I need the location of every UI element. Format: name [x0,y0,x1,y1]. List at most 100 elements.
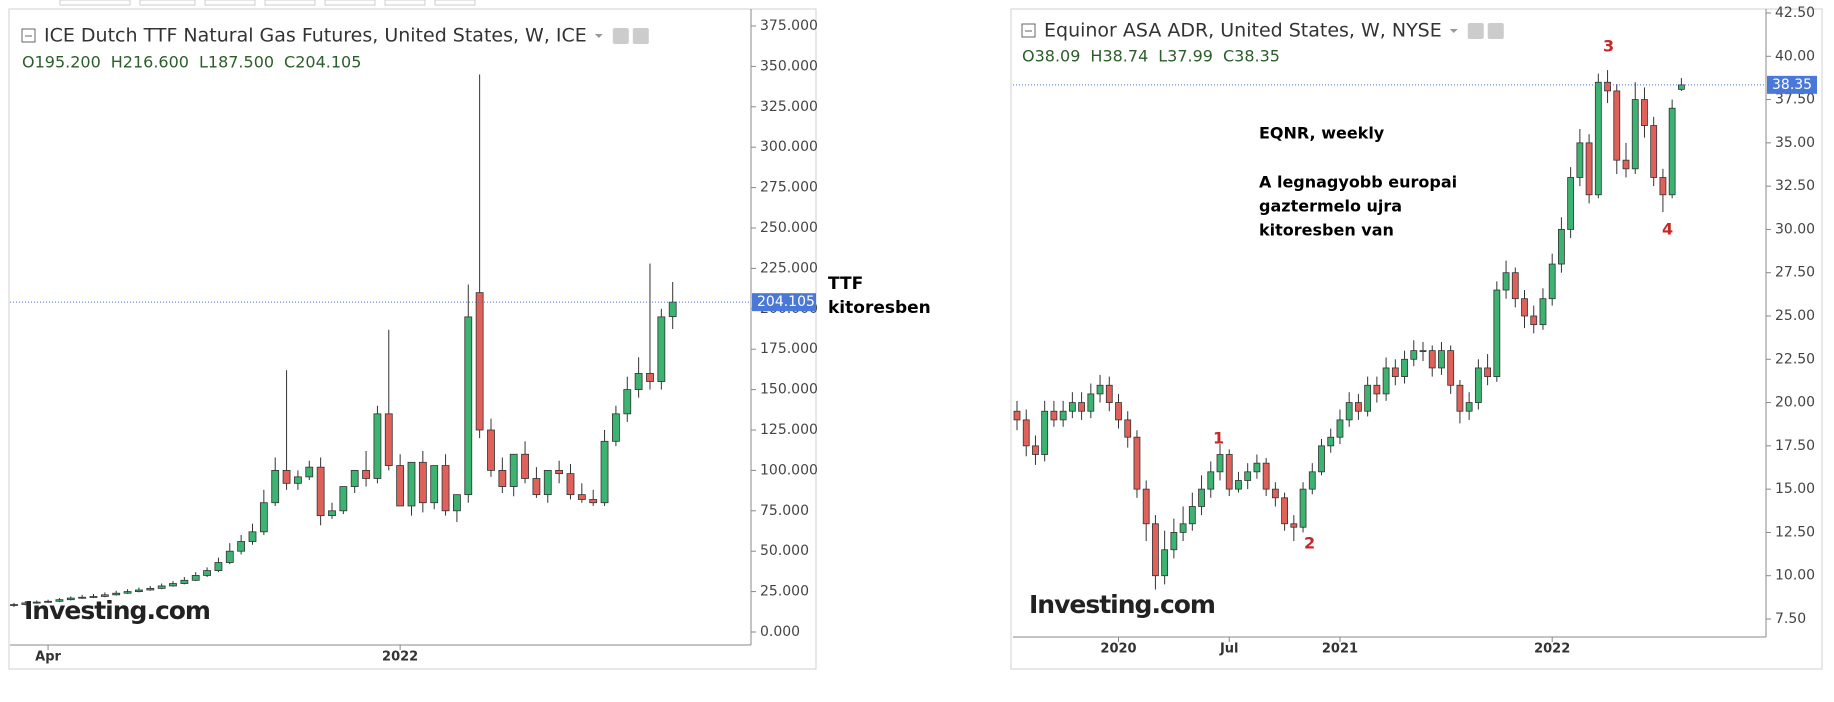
candle-body [339,486,348,512]
candle-body [1235,480,1242,490]
candle-body [1198,488,1205,507]
candle-body [1502,272,1510,291]
candle-body [1087,393,1095,412]
chart-title: Equinor ASA ADR, United States, W, NYSE [1044,20,1442,42]
last-price-label: 204.105 [757,294,815,310]
last-price-tag [1767,75,1817,94]
candle-body [441,465,450,512]
y-tick-label: 37.50 [1775,92,1815,108]
candle-body [1604,81,1611,92]
settings-icon [1467,23,1484,39]
y-tick-label: 35.00 [1775,135,1815,151]
candle-body [78,596,87,599]
candle-body [1281,497,1288,525]
candle-body [55,599,64,602]
candle-body [1207,471,1215,490]
candle-body [362,469,370,479]
candle-body [328,510,336,517]
candle-body [191,575,200,581]
candle-body [668,301,677,317]
candle-body [1668,107,1676,196]
candle-body [1539,298,1547,326]
candle-body [10,604,18,606]
annotation: kitoresben van [1259,221,1394,240]
annotation: 4 [1662,220,1673,239]
watermark: Investing.com [24,596,210,625]
candle-body [1428,350,1436,369]
candle-body [600,440,609,504]
toolbar [59,0,476,6]
annotation: 1 [1213,429,1224,448]
y-tick-label: 175.000 [760,341,818,357]
candle-body [44,600,52,603]
candle-body [1631,99,1639,170]
candle-body [1262,462,1270,490]
left-panel [8,8,817,670]
candle-body [1336,419,1344,438]
candle-body [430,465,439,504]
ohlc-legend: H216.600 [111,53,189,72]
candle-body [259,502,268,533]
y-tick-label: 7.50 [1775,611,1806,627]
ohlc-legend: C38.35 [1223,47,1280,66]
y-tick-label: 0.000 [760,624,800,640]
candle-body [1290,523,1298,528]
candle-body [100,594,109,597]
candle-body [1558,229,1565,265]
candle-body [487,429,495,471]
candle-body [1022,419,1030,447]
candle-body [1373,384,1381,395]
y-tick-label: 225.000 [760,260,818,276]
settings-icon [632,28,649,44]
candle-body [1188,506,1196,525]
candle-body [612,413,620,442]
candle-body [248,531,257,542]
candle-body [294,476,302,484]
dropdown-icon [594,34,603,38]
candle-body [1253,462,1261,473]
candle-body [566,473,575,496]
x-tick-label: Apr [35,650,61,665]
candle-body [146,587,155,591]
candle-body [1068,402,1076,412]
candle-body [1271,488,1279,499]
candle-body [373,413,382,479]
annotation: 2 [1304,534,1315,553]
candle-body [1345,402,1353,421]
candle-body [543,469,552,496]
candle-body [1133,436,1141,490]
candle-body [1382,367,1390,395]
y-tick-label: 75.000 [760,503,809,519]
candle-body [509,453,518,487]
chart-title: ICE Dutch TTF Natural Gas Futures, Unite… [44,25,587,47]
ohlc-legend: O195.200 [22,53,101,72]
candle-body [646,373,654,382]
annotation: A legnagyobb europai [1259,173,1457,192]
candle-body [1530,315,1538,326]
x-tick-label: 2020 [1100,642,1136,657]
candle-body [418,461,427,504]
candle-body [1050,410,1058,421]
x-tick-label: 2021 [1322,642,1358,657]
candle-body [237,541,246,552]
candle-body [21,602,30,605]
y-tick-label: 32.50 [1775,178,1815,194]
candle-body [1327,436,1335,447]
candle-body [32,601,41,604]
candle-body [305,466,314,478]
candle-body [1013,410,1021,421]
candle-body [135,589,143,593]
right-panel [1010,8,1823,670]
y-tick-label: 150.000 [760,382,818,398]
candle-body [1567,177,1575,230]
y-tick-label: 12.50 [1775,524,1815,540]
candle-body [1622,159,1630,170]
ohlc-legend: C204.105 [284,53,361,72]
candle-body [1142,488,1150,525]
candle-body [1419,350,1427,353]
x-tick-label: 2022 [1534,642,1570,657]
annotation: gaztermelo ujra [1259,197,1402,216]
candle-body [1115,402,1122,421]
candle-body [214,562,223,571]
candle-body [1474,367,1482,403]
